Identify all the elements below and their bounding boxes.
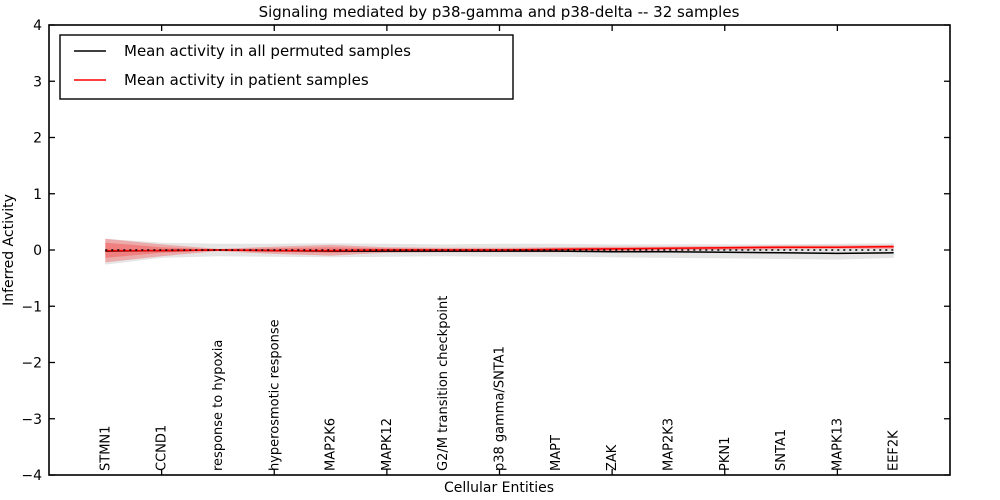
legend-label-permuted: Mean activity in all permuted samples xyxy=(124,42,411,60)
legend: Mean activity in all permuted samples Me… xyxy=(59,34,514,100)
category-label: MAPK13 xyxy=(830,418,845,471)
category-label: MAP2K3 xyxy=(661,418,676,471)
y-tick-label: −4 xyxy=(21,468,42,484)
category-label: hyperosmotic response xyxy=(267,319,282,471)
legend-label-patient: Mean activity in patient samples xyxy=(124,71,369,89)
axes-frame xyxy=(48,24,951,476)
y-tick-label: −2 xyxy=(21,356,42,372)
plot-series-group: −4 −3 −2 −1 0 1 2 3 4 STMN1 CCND1 response to hypox… xyxy=(21,18,950,484)
category-label: MAPK12 xyxy=(380,418,395,471)
category-label: response to hypoxia xyxy=(211,340,226,471)
category-label: MAP2K6 xyxy=(324,418,339,471)
x-axis-label: Cellular Entities xyxy=(444,480,554,496)
y-axis-label: Inferred Activity xyxy=(1,194,17,306)
category-label: SNTA1 xyxy=(774,429,789,471)
category-label: G2/M transition checkpoint xyxy=(436,296,451,471)
patient-mean-line xyxy=(105,245,894,252)
legend-box xyxy=(59,34,514,100)
chart-title: Signaling mediated by p38-gamma and p38-… xyxy=(259,3,740,21)
y-tick-label: 1 xyxy=(33,187,42,203)
category-label: EEF2K xyxy=(887,430,902,471)
y-tick-label: 3 xyxy=(33,74,42,90)
y-tick-label: −1 xyxy=(21,299,42,315)
category-label: CCND1 xyxy=(155,425,170,471)
category-label: p38 gamma/SNTA1 xyxy=(493,346,508,471)
y-tick-label: 0 xyxy=(33,243,42,259)
y-tick-label: 4 xyxy=(33,18,42,34)
category-label: MAPT xyxy=(549,435,564,471)
category-label: PKN1 xyxy=(718,437,733,471)
category-label: STMN1 xyxy=(98,426,113,471)
category-label: ZAK xyxy=(605,444,620,471)
y-tick-label: 2 xyxy=(33,131,42,147)
y-tick-label: −3 xyxy=(21,412,42,428)
